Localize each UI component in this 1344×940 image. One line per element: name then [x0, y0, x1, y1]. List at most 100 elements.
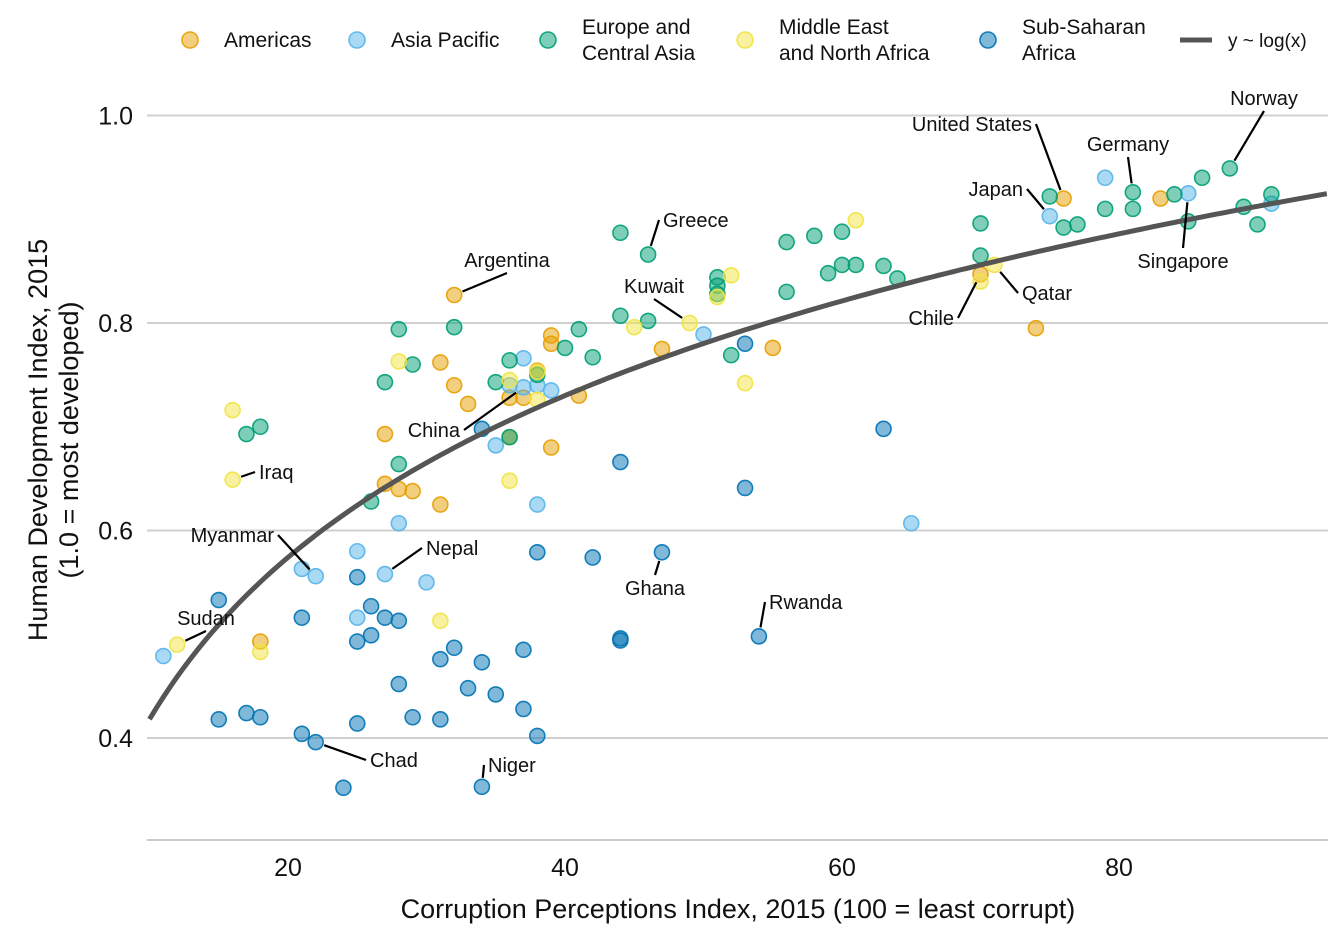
legend-item: Sub-Saharan Africa	[979, 16, 1146, 65]
data-point	[168, 636, 186, 653]
data-point	[1041, 188, 1059, 205]
data-point	[515, 641, 532, 659]
y-tick-label: 0.6	[98, 518, 133, 546]
label-leader-line	[1126, 156, 1133, 184]
data-point	[459, 679, 477, 697]
label-leader-line	[323, 744, 367, 762]
data-point	[1096, 169, 1114, 187]
data-point	[736, 479, 754, 497]
label-leader-line	[462, 271, 508, 293]
data-point	[972, 273, 989, 290]
legend-label: Sub-Saharan	[1022, 16, 1146, 39]
data-point	[224, 401, 241, 419]
data-point	[459, 395, 477, 413]
legend-item: Europe and Central Asia	[539, 16, 696, 65]
point-label: Chad	[370, 750, 418, 772]
data-point	[376, 425, 394, 443]
data-point	[972, 247, 989, 264]
legend-item: y ~ log(x)	[1180, 31, 1307, 52]
label-leader-line	[463, 391, 517, 431]
point-label: Ghana	[625, 578, 686, 600]
label-leader-line	[1233, 110, 1265, 162]
label-leader-line	[1026, 188, 1045, 210]
label-leader-line	[240, 470, 256, 478]
data-point	[390, 612, 408, 630]
data-point	[348, 633, 366, 650]
data-point	[362, 597, 380, 615]
data-point	[722, 266, 740, 284]
x-axis-ticks: 20 40 60 80	[274, 854, 1133, 882]
y-axis-subtitle: (1.0 = most developed)	[54, 302, 84, 579]
y-tick-label: 0.4	[98, 725, 133, 753]
data-point	[487, 437, 505, 454]
label-leader-line	[391, 547, 423, 570]
point-labels: Norway United States Germany Japan Singapore…	[177, 88, 1298, 778]
data-point	[612, 453, 629, 471]
data-point	[875, 420, 892, 438]
data-point	[1152, 190, 1169, 207]
data-point	[542, 382, 560, 399]
data-point	[584, 549, 602, 566]
data-point	[501, 472, 518, 490]
data-point	[418, 574, 435, 591]
data-point	[639, 312, 657, 330]
data-point	[625, 318, 643, 336]
data-point	[639, 246, 657, 263]
data-point	[972, 215, 989, 232]
data-point	[570, 320, 588, 338]
data-point	[653, 543, 671, 561]
data-point	[251, 708, 269, 726]
point-label: Argentina	[464, 250, 550, 272]
point-label: Niger	[488, 755, 536, 777]
data-point	[210, 591, 228, 609]
label-leader-line	[481, 764, 486, 778]
data-point	[902, 514, 920, 532]
data-point	[376, 609, 394, 626]
data-points	[155, 160, 1280, 797]
label-leader-line	[1034, 123, 1062, 191]
point-label: Myanmar	[191, 525, 275, 547]
data-point	[1124, 200, 1142, 218]
legend-label: Africa	[1022, 42, 1076, 65]
data-point	[348, 609, 366, 626]
data-point	[251, 643, 269, 661]
y-axis-ticks: 0.4 0.6 0.8 1.0	[98, 103, 133, 754]
data-point	[875, 257, 892, 275]
data-point	[238, 704, 255, 722]
point-label: Norway	[1230, 88, 1298, 110]
legend-item: Americas	[181, 29, 312, 52]
data-point	[722, 346, 740, 364]
label-leader-line	[649, 219, 661, 247]
y-tick-label: 0.8	[98, 310, 133, 338]
data-point	[1249, 216, 1266, 233]
data-point	[1263, 186, 1280, 203]
data-point	[251, 418, 269, 436]
data-point	[1166, 186, 1183, 203]
data-point	[404, 482, 421, 500]
data-point	[709, 288, 726, 306]
legend-label: and North Africa	[779, 42, 930, 65]
data-point	[612, 632, 629, 649]
x-tick-label: 80	[1105, 854, 1133, 882]
x-tick-label: 20	[274, 854, 302, 882]
data-point	[390, 320, 408, 338]
data-point	[778, 233, 795, 251]
legend-label: Asia Pacific	[391, 29, 500, 52]
data-point	[1055, 190, 1072, 207]
x-axis-title: Corruption Perceptions Index, 2015 (100 …	[401, 894, 1076, 924]
label-leader-line	[957, 281, 978, 319]
data-point	[556, 339, 574, 357]
x-tick-label: 40	[551, 854, 579, 882]
y-tick-label: 1.0	[98, 103, 133, 131]
legend-swatch	[979, 31, 997, 49]
data-point	[528, 543, 546, 561]
data-point	[681, 314, 698, 332]
legend-item: Middle East and North Africa	[736, 16, 930, 65]
data-point	[819, 264, 837, 282]
data-point	[778, 283, 795, 301]
label-leader-line	[759, 601, 767, 628]
data-point	[542, 439, 560, 456]
data-point	[210, 711, 228, 728]
data-point	[404, 708, 421, 726]
